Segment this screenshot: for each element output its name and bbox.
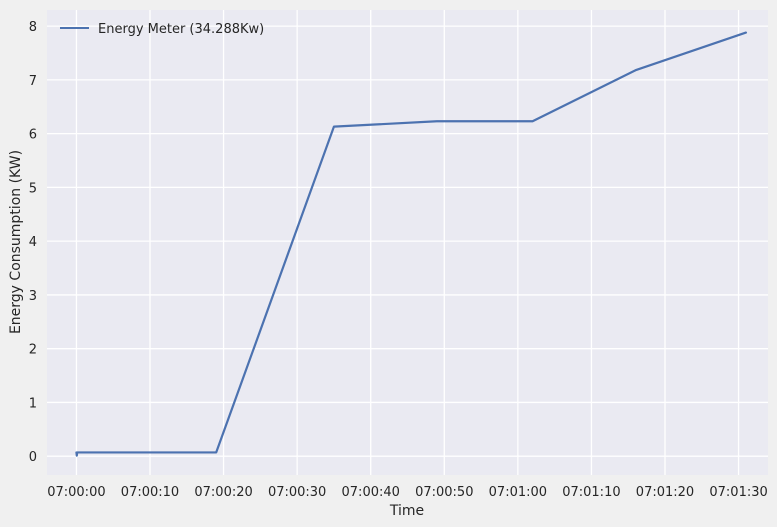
y-tick-label: 2 xyxy=(29,343,37,358)
x-tick-label: 07:01:20 xyxy=(636,485,694,500)
x-tick-label: 07:00:50 xyxy=(415,485,473,500)
x-tick-label: 07:01:30 xyxy=(709,485,767,500)
y-axis-label: Energy Consumption (KW) xyxy=(8,150,24,334)
legend-label: Energy Meter (34.288Kw) xyxy=(98,22,264,37)
y-tick-label: 1 xyxy=(29,396,37,411)
x-axis-ticks: 07:00:00 07:00:10 07:00:20 07:00:30 07:00:40… xyxy=(47,485,768,500)
y-tick-label: 7 xyxy=(29,74,37,89)
x-tick-label: 07:00:20 xyxy=(194,485,252,500)
y-tick-label: 4 xyxy=(29,235,37,250)
y-tick-label: 6 xyxy=(29,128,37,143)
x-tick-label: 07:00:10 xyxy=(121,485,179,500)
y-tick-label: 0 xyxy=(29,450,37,465)
y-axis-ticks: 0 1 2 3 4 5 6 7 8 xyxy=(29,20,37,465)
x-tick-label: 07:01:10 xyxy=(562,485,620,500)
x-tick-label: 07:00:40 xyxy=(342,485,400,500)
x-axis-label: Time xyxy=(389,503,424,519)
x-tick-label: 07:00:00 xyxy=(47,485,105,500)
x-tick-label: 07:01:00 xyxy=(489,485,547,500)
x-tick-label: 07:00:30 xyxy=(268,485,326,500)
y-tick-label: 8 xyxy=(29,20,37,35)
y-tick-label: 5 xyxy=(29,181,37,196)
y-tick-label: 3 xyxy=(29,289,37,304)
